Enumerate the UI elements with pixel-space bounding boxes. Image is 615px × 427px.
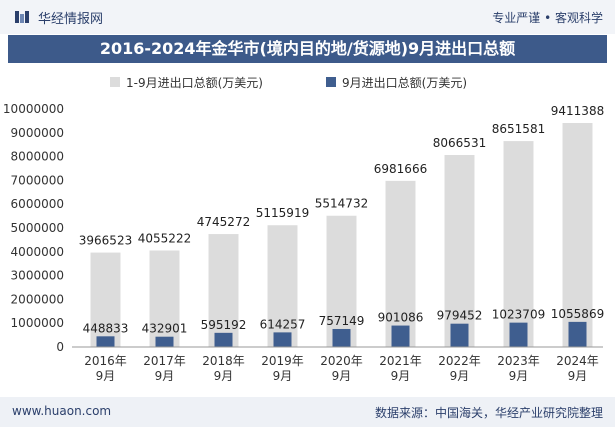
data-label-total-9: 9411388: [551, 104, 604, 118]
legend-label-1: 1-9月进出口总额(万美元): [126, 76, 263, 90]
data-label-september-7: 979452: [437, 309, 483, 323]
data-label-total-6: 6981666: [374, 162, 427, 176]
y-tick-label: 8000000: [11, 150, 64, 164]
data-labels: 3966523 448833 4055222 432901 4745272 595192 5…: [79, 104, 604, 336]
bar-september-5: [332, 328, 351, 347]
x-tick-label: 2020年 9月: [320, 354, 363, 383]
x-tick-label: 2019年 9月: [261, 354, 304, 383]
legend-swatch-1: [110, 77, 120, 87]
legend-swatch-2: [326, 77, 336, 87]
bar-total-2: [149, 250, 180, 347]
brand-logo-icon: [15, 11, 29, 23]
top-bar: 华经情报网 专业严谨 • 客观科学: [0, 0, 615, 34]
y-axis: 0 1000000 2000000 3000000 4000000 5000000 6000…: [3, 102, 64, 354]
data-label-total-1: 3966523: [79, 234, 132, 248]
x-tick-label: 2024年 9月: [556, 354, 599, 383]
data-source: 数据来源：中国海关，华经产业研究院整理: [374, 406, 603, 420]
bar-september-9: [568, 321, 587, 347]
data-label-total-7: 8066531: [433, 136, 486, 150]
y-tick-label: 3000000: [11, 269, 64, 283]
y-tick-label: 4000000: [11, 245, 64, 259]
data-label-total-3: 4745272: [197, 215, 250, 229]
site-url: www.huaon.com: [12, 404, 112, 418]
y-tick-label: 7000000: [11, 173, 64, 187]
x-tick-label: 2023年 9月: [497, 354, 540, 383]
tagline: 专业严谨 • 客观科学: [492, 11, 603, 25]
x-tick-label: 2016年 9月: [84, 354, 127, 383]
footer: www.huaon.com 数据来源：中国海关，华经产业研究院整理: [0, 397, 615, 427]
bar-september-3: [214, 332, 233, 347]
x-tick-label: 2017年 9月: [143, 354, 186, 383]
data-label-total-4: 5115919: [256, 206, 309, 220]
data-label-september-2: 432901: [142, 322, 188, 336]
chart-area: 1-9月进出口总额(万美元) 9月进出口总额(万美元) 0 1000000 20000…: [3, 76, 604, 383]
bar-total-4: [267, 225, 298, 347]
data-label-total-2: 4055222: [138, 231, 191, 245]
x-tick-label: 2018年 9月: [202, 354, 245, 383]
bar-september-7: [450, 323, 469, 347]
bar-september-6: [391, 325, 410, 347]
legend-label-2: 9月进出口总额(万美元): [342, 76, 467, 90]
legend: 1-9月进出口总额(万美元) 9月进出口总额(万美元): [110, 76, 467, 90]
bar-september-8: [509, 322, 528, 347]
data-label-september-9: 1055869: [551, 307, 604, 321]
y-tick-label: 2000000: [11, 292, 64, 306]
chart-title: 2016-2024年金华市(境内目的地/货源地)9月进出口总额: [8, 35, 607, 63]
bar-total-6: [385, 180, 416, 347]
bar-total-7: [444, 155, 475, 347]
bar-total-8: [503, 141, 534, 347]
data-label-total-8: 8651581: [492, 122, 545, 136]
y-tick-label: 10000000: [3, 102, 64, 116]
x-tick-label: 2022年 9月: [438, 354, 481, 383]
bar-september-2: [155, 336, 174, 347]
y-tick-label: 1000000: [11, 316, 64, 330]
bar-total-1: [90, 252, 121, 347]
y-tick-label: 9000000: [11, 126, 64, 140]
bar-total-3: [208, 234, 239, 347]
y-tick-label: 5000000: [11, 221, 64, 235]
brand-name: 华经情报网: [38, 12, 104, 27]
data-label-september-4: 614257: [260, 317, 306, 331]
data-label-september-1: 448833: [83, 321, 129, 335]
data-label-total-5: 5514732: [315, 197, 368, 211]
y-tick-label: 6000000: [11, 197, 64, 211]
bar-september-1: [96, 336, 115, 347]
data-label-september-8: 1023709: [492, 308, 545, 322]
bar-september-4: [273, 332, 292, 347]
data-label-september-3: 595192: [201, 318, 247, 332]
bar-total-9: [562, 123, 593, 347]
bar-total-5: [326, 215, 357, 347]
x-tick-label: 2021年 9月: [379, 354, 422, 383]
data-label-september-6: 901086: [378, 311, 424, 325]
y-tick-label: 0: [56, 340, 64, 354]
data-label-september-5: 757149: [319, 314, 365, 328]
bars: [90, 123, 593, 347]
x-axis: 2016年 9月 2017年 9月 2018年 9月 2019年 9月 2020年 9月 2021年…: [72, 346, 603, 383]
